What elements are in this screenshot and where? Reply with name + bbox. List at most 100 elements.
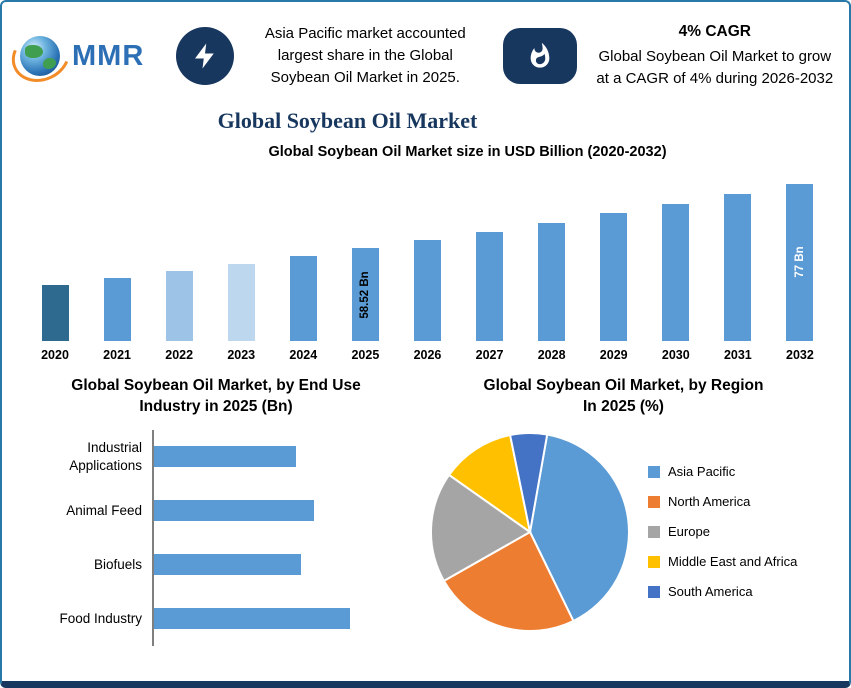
region-title-line: Global Soybean Oil Market, by Region [483,377,764,394]
insight-left-text: Asia Pacific market accounted largest sh… [264,25,466,86]
market-size-bars: 2020 2021 2022 2023 2024 58.52 Bn 2025 2026 2027… [2,160,849,362]
end-use-label-industrial-applications: Industrial Applications [69,440,142,473]
region-pie-chart: Global Soybean Oil Market, by Region In 2… [406,376,837,646]
flame-badge [502,28,577,84]
region-title-line: In 2025 (%) [583,397,664,415]
legend-item-middle-east-and-africa: Middle East and Africa [648,554,797,569]
bar-2020 [41,284,69,341]
end-use-bar-row-animal-feed [154,484,406,538]
bar-value-label-2025: 58.52 Bn [359,270,372,319]
pie-slice-europe [430,473,532,583]
cagr-title: 4% CAGR [678,22,751,40]
x-axis-label-2022: 2022 [165,348,194,362]
bar-column-2021: 2021 [94,278,140,362]
legend-label-north-america: North America [668,494,751,510]
bar-column-2022: 2022 [156,271,202,362]
bar-column-2027: 2027 [467,231,513,362]
end-use-label-food-industry: Food Industry [59,611,142,627]
end-use-bar-food-industry [154,608,350,630]
end-use-bar-animal-feed [154,500,314,522]
end-use-title-line: Global Soybean Oil Market, by End Use [71,377,361,394]
bar-2025: 58.52 Bn [351,248,379,341]
end-use-bars [152,429,406,646]
x-axis-label-2023: 2023 [227,348,256,362]
region-legend: Asia Pacific North America Europe Middle Ea… [648,464,797,599]
bar-column-2032: 77 Bn 2032 [777,183,823,362]
end-use-bar-biofuels [154,554,301,576]
end-use-category-labels: Industrial Applications Animal Feed Biofue… [24,430,152,646]
region-chart-title: Global Soybean Oil Market, by Region In 2… [410,376,837,418]
bar-2029 [600,213,628,341]
legend-label-asia-pacific: Asia Pacific [668,464,736,480]
logo-text: MMR [72,39,145,72]
bar-2030 [662,203,690,341]
x-axis-label-2027: 2027 [475,348,504,362]
legend-label-europe: Europe [668,524,710,540]
bar-column-2028: 2028 [529,222,575,362]
legend-swatch-asia-pacific [648,465,660,478]
legend-item-europe: Europe [648,524,797,539]
end-use-label-biofuels: Biofuels [93,557,142,573]
bar-2024 [289,256,317,341]
bar-value-label-2032: 77 Bn [793,246,806,278]
x-axis-label-2026: 2026 [413,348,442,362]
pie-slice-north-america [442,530,575,632]
region-chart-body: Asia Pacific North America Europe Middle Ea… [410,426,837,638]
legend-label-middle-east-and-africa: Middle East and Africa [668,554,798,570]
insight-right-text: Global Soybean Oil Market to grow at a C… [596,47,834,87]
bar-column-2024: 2024 [280,256,326,362]
bar-2021 [103,278,131,341]
bar-2032: 77 Bn [786,183,814,341]
bar-column-2031: 2031 [715,194,761,362]
bar-column-2030: 2030 [653,203,699,362]
legend-item-north-america: North America [648,494,797,509]
bottom-section: Global Soybean Oil Market, by End Use Ind… [2,362,849,646]
pie-slice-south-america [508,431,549,533]
x-axis-label-2028: 2028 [537,348,566,362]
bar-2026 [413,239,441,341]
end-use-label-animal-feed: Animal Feed [66,503,142,519]
legend-label-south-america: South America [668,584,753,600]
lightning-badge [176,27,234,85]
bar-2027 [476,231,504,341]
region-pie [430,431,630,632]
x-axis-label-2020: 2020 [41,348,69,362]
header: MMR Asia Pacific market accounted larges… [2,2,849,100]
bar-column-2026: 2026 [404,239,450,362]
legend-swatch-europe [648,525,660,538]
end-use-chart-body: Industrial Applications Animal Feed Biofue… [24,429,406,646]
globe-sphere [20,36,60,76]
x-axis-label-2031: 2031 [723,348,752,362]
end-use-bar-industrial-applications [154,446,296,468]
x-axis-label-2030: 2030 [661,348,690,362]
pie-slice-asia-pacific [528,433,630,623]
x-axis-label-2021: 2021 [103,348,131,362]
lightning-icon [195,43,214,69]
bar-2031 [724,194,752,341]
legend-swatch-north-america [648,495,660,508]
market-size-chart-title: Global Soybean Oil Market size in USD Bi… [268,144,667,160]
pie-slice-middle-east-and-africa [447,433,532,535]
globe-icon [3,20,79,92]
end-use-bar-row-biofuels [154,538,406,592]
bar-column-2020: 2020 [32,284,78,362]
x-axis-label-2024: 2024 [289,348,318,362]
page-title: Global Soybean Oil Market [217,108,478,133]
end-use-chart: Global Soybean Oil Market, by End Use Ind… [14,376,406,646]
legend-item-asia-pacific: Asia Pacific [648,464,797,479]
cagr-block: 4% CAGR Global Soybean Oil Market to gro… [591,23,839,90]
x-axis-label-2029: 2029 [599,348,628,362]
globe-orbit-swoosh [3,20,79,92]
market-size-chart: Global Soybean Oil Market size in USD Bi… [2,144,849,362]
bar-2028 [538,222,566,341]
mmr-logo: MMR [3,20,176,92]
end-use-bar-row-food-industry [154,592,406,646]
end-use-title-line: Industry in 2025 (Bn) [139,397,293,415]
flame-icon [530,42,549,68]
legend-item-south-america: South America [648,584,797,599]
end-use-bar-row-industrial-applications [154,430,406,484]
bar-2022 [165,271,193,341]
bar-column-2029: 2029 [591,213,637,362]
x-axis-label-2025: 2025 [351,348,380,362]
